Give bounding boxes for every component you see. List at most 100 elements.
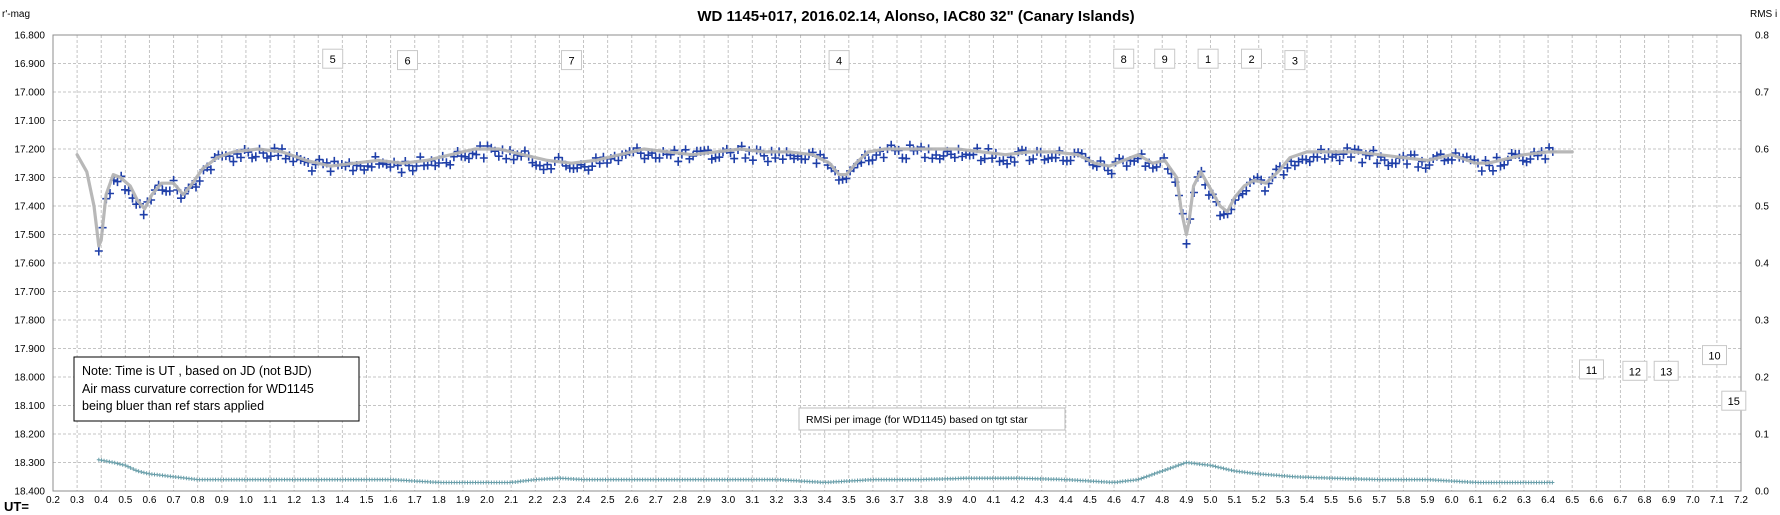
x-tick-label: 2.6 bbox=[625, 495, 639, 506]
y2-tick-label: 0.2 bbox=[1755, 373, 1769, 384]
event-marker-box bbox=[828, 50, 850, 71]
data-point bbox=[1122, 161, 1131, 171]
data-point bbox=[1029, 154, 1038, 164]
data-point bbox=[1335, 156, 1344, 165]
event-marker: 3 bbox=[1284, 50, 1306, 71]
y-tick-label: 17.200 bbox=[14, 145, 45, 156]
data-point bbox=[674, 156, 683, 166]
x-tick-label: 3.6 bbox=[866, 495, 880, 506]
data-point bbox=[502, 154, 511, 164]
x-tick-label: 3.8 bbox=[914, 495, 928, 506]
rms-point bbox=[139, 470, 144, 474]
data-point bbox=[801, 154, 810, 164]
rms-point bbox=[1152, 471, 1157, 476]
x-tick-label: 0.6 bbox=[143, 495, 157, 506]
data-point bbox=[494, 151, 503, 161]
rms-point bbox=[123, 463, 128, 468]
x-tick-label: 2.0 bbox=[480, 495, 494, 506]
y-tick-label: 17.700 bbox=[14, 287, 45, 298]
rms-point bbox=[126, 464, 130, 469]
x-tick-label: 0.3 bbox=[70, 495, 84, 506]
data-point bbox=[1279, 170, 1288, 180]
note-box: Note: Time is UT , based on JD (not BJD)… bbox=[73, 356, 360, 422]
data-point bbox=[879, 153, 888, 162]
rms-point bbox=[1216, 465, 1221, 470]
event-marker: 10 bbox=[1702, 345, 1727, 366]
data-point bbox=[464, 154, 473, 163]
y2-tick-label: 0.8 bbox=[1755, 31, 1769, 42]
data-point bbox=[195, 176, 204, 186]
x-tick-label: 5.0 bbox=[1204, 495, 1218, 506]
data-point bbox=[603, 158, 612, 168]
data-point bbox=[1051, 153, 1060, 163]
data-point bbox=[1107, 169, 1116, 179]
y2-tick-label: 0.7 bbox=[1755, 88, 1769, 99]
rms-point bbox=[1147, 473, 1152, 478]
x-tick-label: 3.5 bbox=[842, 495, 856, 506]
data-point bbox=[367, 162, 376, 172]
x-tick-label: 6.7 bbox=[1613, 495, 1627, 506]
event-marker-box bbox=[1579, 359, 1604, 380]
rms-point bbox=[144, 471, 149, 476]
data-point bbox=[1066, 156, 1075, 165]
data-point bbox=[461, 152, 470, 162]
y2-tick-labels: 0.8 0.7 0.6 0.5 0.4 0.3 0.2 0.1 0.0 bbox=[1755, 31, 1769, 498]
y2-tick-label: 0.3 bbox=[1755, 316, 1769, 327]
data-point bbox=[950, 153, 959, 162]
data-point bbox=[1010, 157, 1019, 167]
event-marker-box bbox=[322, 48, 344, 69]
x-tick-label: 7.2 bbox=[1734, 495, 1748, 506]
data-point bbox=[976, 156, 985, 165]
x-tick-label: 1.2 bbox=[287, 495, 301, 506]
data-point bbox=[397, 167, 406, 177]
data-point bbox=[1320, 154, 1329, 164]
event-marker-box bbox=[1154, 48, 1176, 69]
data-point bbox=[236, 153, 245, 162]
rms-point bbox=[1181, 461, 1186, 466]
rms-point bbox=[1141, 475, 1146, 480]
rms-point bbox=[1210, 463, 1215, 468]
rms-point bbox=[141, 470, 146, 475]
event-marker: 1 bbox=[1197, 48, 1219, 69]
data-point bbox=[539, 165, 548, 174]
data-point bbox=[763, 157, 772, 166]
data-point bbox=[958, 152, 967, 161]
rms-point bbox=[1168, 466, 1173, 471]
x-tick-label: 4.4 bbox=[1059, 495, 1073, 506]
magnitude-points bbox=[94, 140, 1557, 256]
event-marker-box bbox=[1241, 48, 1262, 69]
y-tick-label: 17.000 bbox=[14, 88, 45, 99]
x-tick-label: 6.6 bbox=[1589, 495, 1603, 506]
data-point bbox=[289, 157, 298, 166]
x-tick-label: 1.9 bbox=[456, 495, 470, 506]
data-point bbox=[1302, 155, 1311, 165]
x-tick-label: 6.8 bbox=[1638, 495, 1652, 506]
data-point bbox=[988, 153, 997, 163]
x-tick-label: 4.9 bbox=[1179, 495, 1193, 506]
x-tick-labels: 0.2 0.3 0.4 0.5 0.6 0.7 0.8 0.9 1.0 1.1 1.2 1.3 1.4 1… bbox=[46, 495, 1748, 506]
data-point bbox=[868, 155, 877, 165]
data-point bbox=[206, 165, 215, 175]
data-point bbox=[1477, 166, 1486, 176]
rms-point bbox=[1550, 480, 1555, 485]
data-point bbox=[479, 153, 488, 163]
event-marker-label: 2 bbox=[1248, 54, 1254, 66]
rms-point bbox=[134, 468, 138, 473]
data-point bbox=[920, 153, 929, 162]
rms-point bbox=[1155, 470, 1160, 475]
data-point bbox=[158, 185, 167, 195]
event-marker: 6 bbox=[397, 50, 418, 71]
rms-series bbox=[96, 457, 1555, 485]
data-point bbox=[1403, 159, 1411, 169]
y-tick-labels: 16.800 16.900 17.000 17.100 17.200 17.300 17.4… bbox=[14, 31, 45, 498]
rms-label-box: RMSi per image (for WD1145) based on tgt… bbox=[798, 407, 1066, 431]
y-tick-label: 17.400 bbox=[14, 202, 45, 213]
event-marker-label: 7 bbox=[568, 56, 574, 68]
model-curve bbox=[75, 147, 1574, 248]
note-line-2: Air mass curvature correction for WD1145 bbox=[82, 382, 314, 396]
data-point bbox=[1391, 158, 1400, 168]
data-point bbox=[1496, 161, 1505, 171]
y2-tick-label: 0.6 bbox=[1755, 145, 1769, 156]
data-point bbox=[1290, 161, 1299, 171]
rms-point bbox=[1218, 465, 1223, 470]
